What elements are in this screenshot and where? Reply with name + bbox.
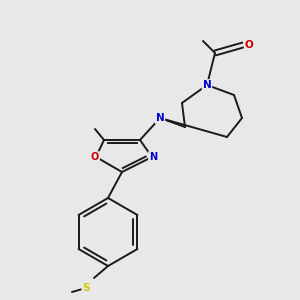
Text: N: N — [202, 80, 211, 90]
Text: N: N — [149, 152, 157, 162]
Text: S: S — [82, 283, 90, 293]
Text: O: O — [244, 40, 253, 50]
Text: O: O — [91, 152, 99, 162]
Text: N: N — [156, 113, 164, 123]
